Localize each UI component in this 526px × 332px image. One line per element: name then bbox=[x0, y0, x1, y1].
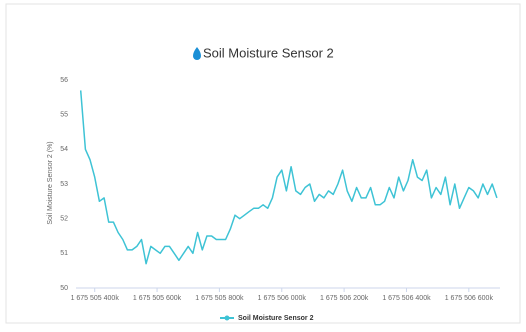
x-tick-label: 1 675 505 800k bbox=[195, 295, 244, 302]
chart-title: Soil Moisture Sensor 2 bbox=[203, 45, 334, 60]
drop-icon bbox=[193, 47, 201, 60]
y-tick-label: 52 bbox=[60, 216, 68, 223]
y-axis-label: Soil Moisture Sensor 2 (%) bbox=[47, 141, 54, 224]
x-tick-label: 1 675 506 600k bbox=[445, 295, 494, 302]
y-tick-label: 55 bbox=[60, 112, 68, 119]
x-tick-label: 1 675 506 200k bbox=[320, 295, 369, 302]
y-tick-label: 50 bbox=[60, 285, 68, 292]
y-tick-label: 53 bbox=[60, 181, 68, 188]
x-tick-label: 1 675 505 400k bbox=[71, 295, 120, 302]
y-tick-label: 51 bbox=[60, 250, 68, 257]
x-tick-label: 1 675 506 000k bbox=[258, 295, 307, 302]
x-tick-label: 1 675 505 600k bbox=[133, 295, 182, 302]
legend-label: Soil Moisture Sensor 2 bbox=[238, 315, 314, 322]
line bbox=[79, 90, 498, 265]
y-tick-label: 56 bbox=[60, 77, 68, 84]
x-tick-label: 1 675 506 400k bbox=[382, 295, 431, 302]
y-tick-label: 54 bbox=[60, 146, 68, 153]
legend-marker bbox=[224, 315, 230, 321]
